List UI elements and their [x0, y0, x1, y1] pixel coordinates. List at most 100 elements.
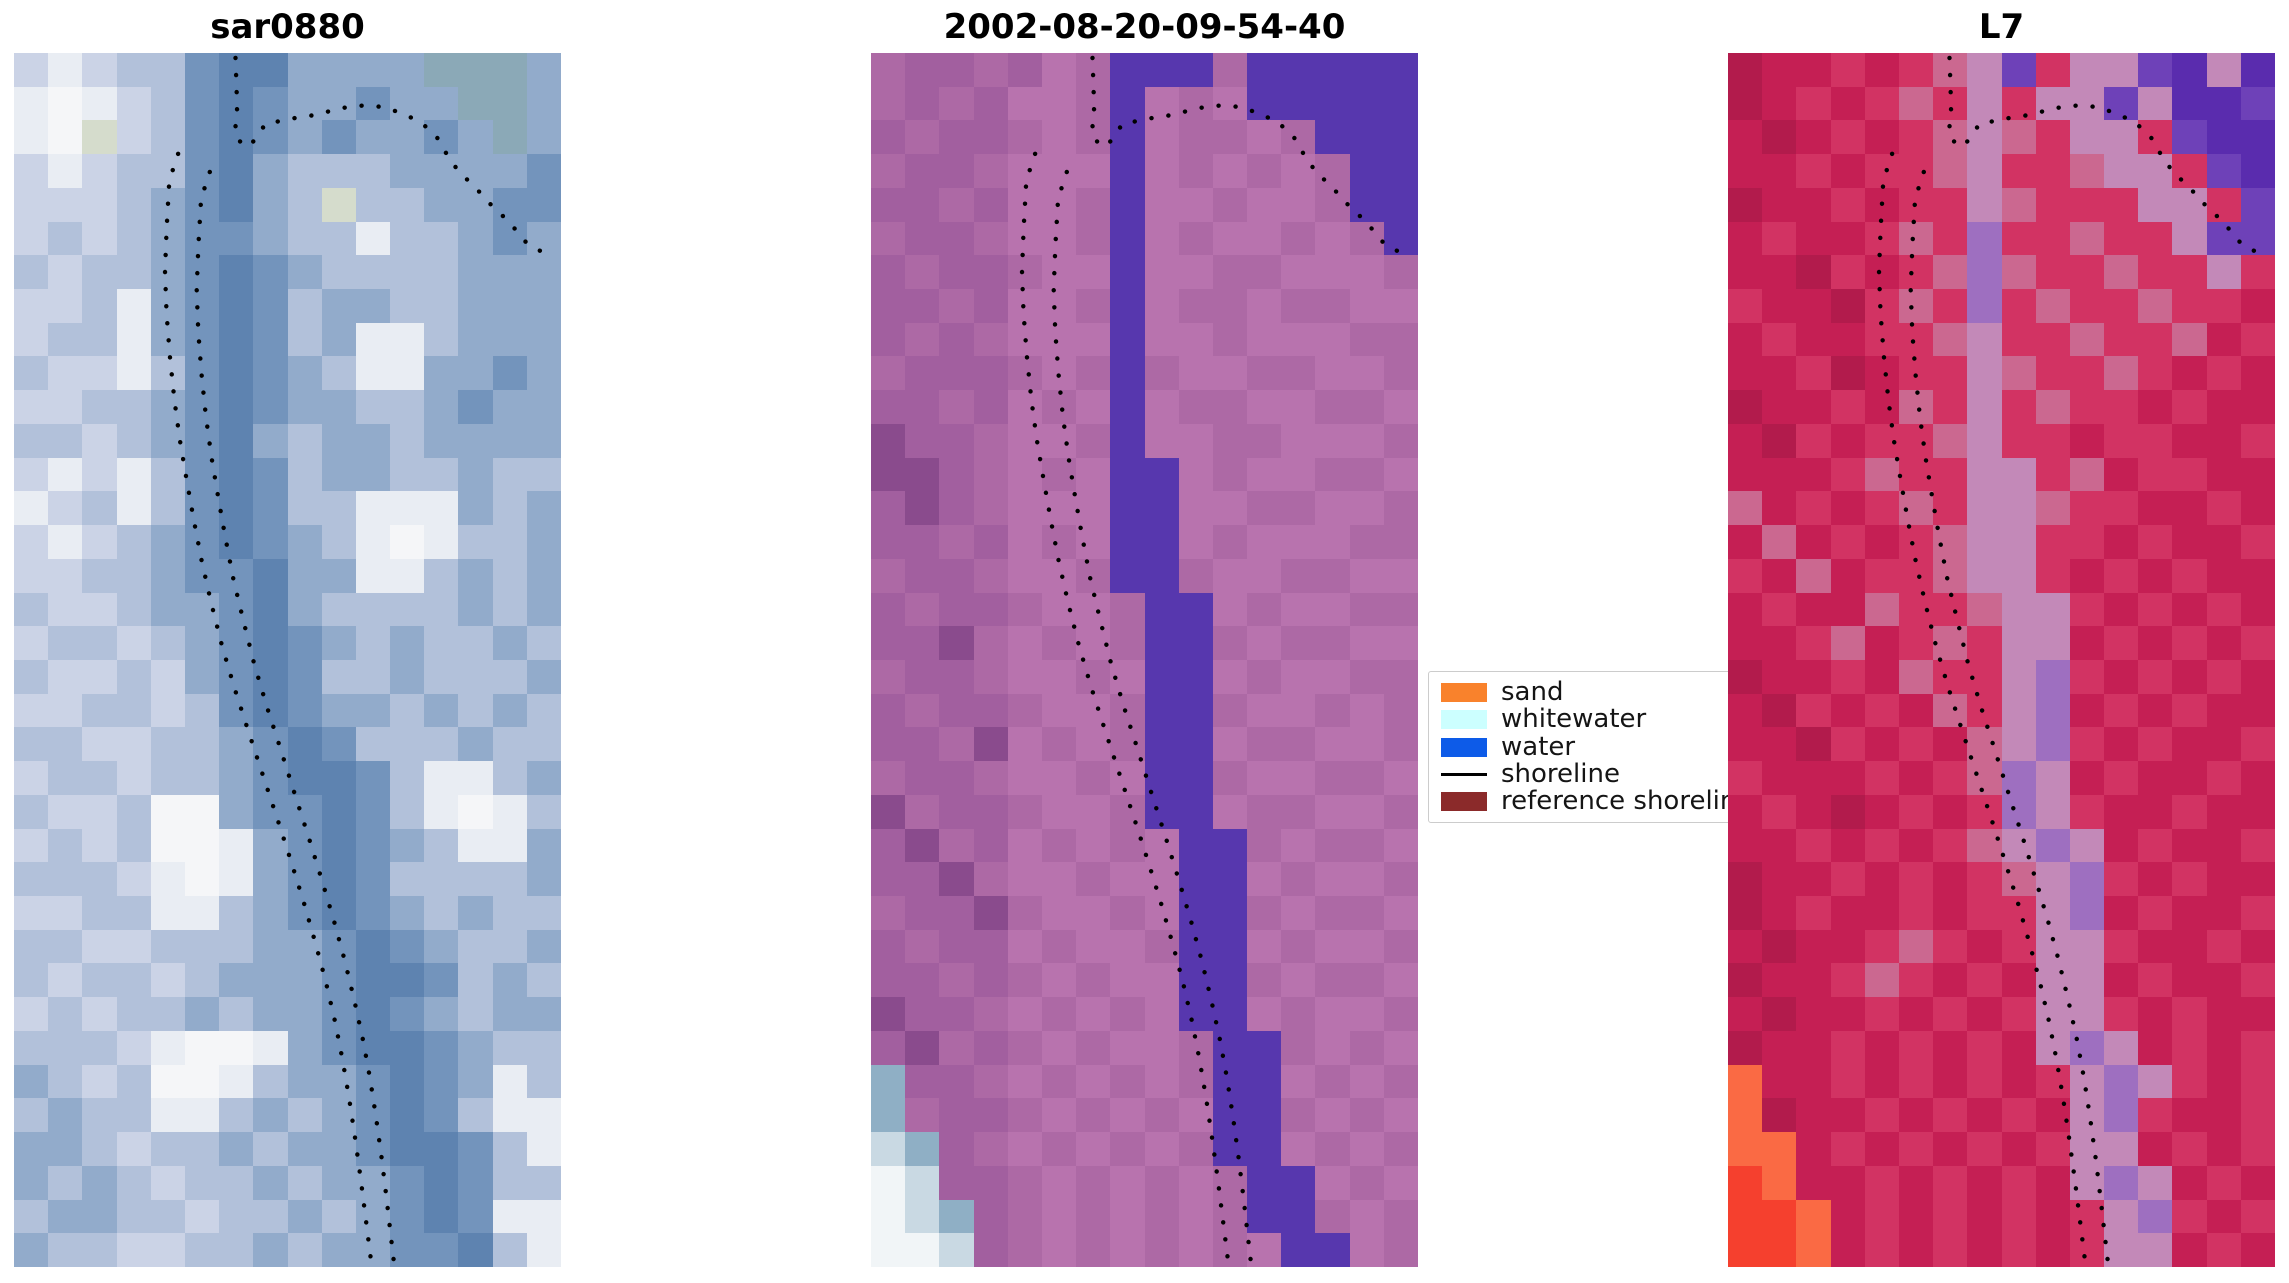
pixel-cell [1898, 862, 1934, 897]
pixel-cell [1110, 693, 1145, 728]
pixel-cell [1383, 693, 1418, 728]
pixel-cell [1041, 963, 1077, 998]
pixel-cell [82, 1098, 117, 1133]
pixel-cell [1212, 659, 1248, 694]
pixel-cell [116, 1098, 151, 1133]
pixel-cell [1247, 1199, 1282, 1234]
pixel-cell [2138, 289, 2173, 323]
pixel-cell [184, 86, 220, 121]
pixel-cell [939, 491, 974, 526]
pixel-cell [253, 491, 288, 526]
pixel-cell [2069, 659, 2105, 694]
pixel-cell [150, 794, 185, 829]
pixel-cell [253, 1064, 288, 1099]
pixel-cell [973, 794, 1008, 829]
pixel-cell [253, 322, 288, 357]
pixel-cell [219, 525, 254, 559]
pixel-cell [1110, 1165, 1145, 1200]
pixel-cell [973, 525, 1008, 559]
pixel-cell [2069, 457, 2105, 492]
pixel-cell [871, 1098, 906, 1133]
pixel-cell [1041, 558, 1077, 593]
pixel-cell [2001, 693, 2036, 728]
pixel-cell [321, 255, 356, 290]
pixel-cell [2104, 693, 2139, 728]
pixel-cell [1762, 761, 1797, 795]
pixel-cell [1076, 322, 1111, 357]
pixel-cell [2104, 1233, 2139, 1267]
pixel-cell [905, 794, 940, 829]
pixel-cell [1796, 963, 1831, 998]
pixel-cell [2240, 221, 2275, 256]
pixel-cell [905, 896, 940, 930]
pixel-cell [1830, 1199, 1865, 1234]
pixel-cell [2069, 1165, 2105, 1200]
pixel-cell [1349, 221, 1384, 256]
pixel-cell [2069, 289, 2105, 323]
pixel-cell [1041, 1064, 1077, 1099]
pixel-cell [48, 1132, 83, 1166]
pixel-cell [905, 390, 940, 424]
pixel-cell [1864, 255, 1899, 290]
pixel-cell [355, 659, 391, 694]
pixel-cell [458, 862, 493, 897]
pixel-cell [939, 963, 974, 998]
pixel-cell [1178, 1199, 1213, 1234]
pixel-cell [1212, 221, 1248, 256]
pixel-cell [2172, 154, 2207, 188]
pixel-cell [1315, 525, 1350, 559]
pixel-cell [1933, 221, 1968, 256]
pixel-cell [321, 120, 356, 155]
pixel-cell [2240, 423, 2275, 458]
pixel-cell [1383, 53, 1418, 87]
pixel-cell [287, 997, 322, 1031]
pixel-cell [1041, 761, 1077, 795]
pixel-cell [2001, 659, 2036, 694]
pixel-cell [1144, 120, 1179, 155]
pixel-cell [14, 491, 49, 526]
pixel-cell [219, 1233, 254, 1267]
pixel-cell [14, 896, 49, 930]
pixel-cell [1796, 86, 1831, 121]
pixel-cell [2104, 1165, 2139, 1200]
pixel-cell [1898, 1199, 1934, 1234]
pixel-cell [2206, 626, 2241, 660]
pixel-cell [2240, 558, 2275, 593]
pixel-cell [1728, 221, 1763, 256]
pixel-cell [526, 929, 561, 964]
pixel-cell [253, 187, 288, 222]
pixel-cell [1315, 592, 1350, 627]
pixel-cell [1967, 659, 2002, 694]
pixel-cell [1144, 929, 1179, 964]
pixel-cell [1349, 794, 1384, 829]
pixel-cell [116, 558, 151, 593]
pixel-cell [1281, 457, 1316, 492]
pixel-cell [1178, 558, 1213, 593]
pixel-cell [1076, 255, 1111, 290]
pixel-cell [150, 322, 185, 357]
pixel-cell [1247, 322, 1282, 357]
pixel-cell [2001, 626, 2036, 660]
pixel-cell [48, 727, 83, 762]
pixel-cell [1830, 626, 1865, 660]
pixel-cell [1796, 356, 1831, 391]
pixel-cell [1796, 1199, 1831, 1234]
pixel-cell [116, 187, 151, 222]
pixel-cell [1349, 457, 1384, 492]
pixel-cell [2138, 457, 2173, 492]
pixel-cell [116, 289, 151, 323]
pixel-cell [2104, 390, 2139, 424]
pixel-cell [1315, 963, 1350, 998]
pixel-cell [1967, 289, 2002, 323]
pixel-cell [492, 457, 527, 492]
pixel-cell [1762, 1030, 1797, 1065]
pixel-cell [1144, 997, 1179, 1031]
pixel-cell [1967, 1064, 2002, 1099]
pixel-cell [905, 221, 940, 256]
pixel-cell [1383, 929, 1418, 964]
pixel-cell [1383, 423, 1418, 458]
pixel-cell [1144, 862, 1179, 897]
pixel-cell [2035, 356, 2070, 391]
pixel-cell [2035, 896, 2070, 930]
pixel-cell [2206, 322, 2241, 357]
